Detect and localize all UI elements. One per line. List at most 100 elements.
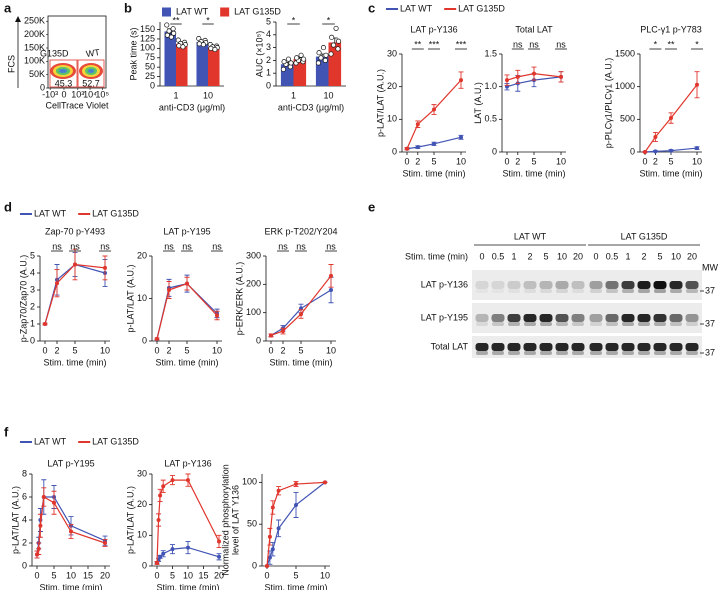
x-tick-label: 10: [320, 570, 330, 580]
x-tick-label: 0: [42, 345, 47, 355]
blot-band: [686, 351, 698, 355]
y-tick-label: 100K: [24, 56, 45, 66]
data-point: [156, 518, 161, 522]
data-point: [643, 150, 647, 154]
y-tick-label: 250K: [24, 16, 45, 26]
blot-band: [523, 343, 537, 351]
blot-band: [476, 322, 488, 326]
blot-band: [669, 314, 683, 322]
data-point: [316, 50, 322, 56]
significance-label: ns: [212, 241, 222, 251]
x-axis-label: Stim. time (min): [270, 357, 333, 367]
y-tick-label: 200: [246, 279, 261, 289]
x-tick-label: 0: [154, 345, 159, 355]
data-point: [294, 502, 298, 507]
x-tick-label: 0: [268, 345, 273, 355]
series-line: [270, 275, 332, 336]
data-point: [52, 500, 56, 505]
data-point: [217, 554, 221, 559]
data-point: [415, 145, 420, 150]
y-axis-label: p-LAT/LAT (A.U.): [10, 486, 20, 554]
blot-band: [653, 343, 667, 351]
data-point: [459, 135, 463, 140]
data-point: [43, 322, 47, 326]
data-point: [330, 42, 337, 48]
blot-band: [654, 322, 666, 326]
y-tick-label: 0: [266, 80, 271, 90]
x-tick-label: 10: [692, 156, 702, 166]
y-tick-label: 75: [145, 52, 155, 62]
significance-label: *: [327, 15, 331, 25]
x-tick-label: 20: [214, 570, 224, 580]
significance-label: ns: [513, 39, 523, 49]
data-point: [559, 74, 563, 79]
y-axis-label: p-LAT/LAT (A.U.): [125, 486, 135, 554]
blot-band: [572, 322, 584, 326]
density-contour: [59, 69, 67, 73]
x-tick-label: 10: [212, 345, 222, 355]
x-tick-label: 2: [166, 345, 171, 355]
data-point: [669, 148, 673, 153]
data-point: [161, 484, 166, 489]
blot-band: [475, 314, 489, 322]
blot-band: [556, 351, 568, 355]
data-point: [328, 51, 334, 57]
data-point: [515, 74, 520, 79]
x-axis-label: CellTrace Violet: [45, 100, 109, 110]
blot-band: [654, 351, 666, 355]
y-axis-label: p-LAT/LAT (A.U.): [375, 69, 385, 137]
data-point: [432, 141, 436, 146]
lane-label: 0: [479, 251, 484, 261]
x-tick-label: 2: [54, 345, 59, 355]
x-axis-label: anti-CD3 (μg/ml): [278, 102, 344, 112]
data-point: [167, 288, 171, 292]
lane-label: 20: [687, 251, 697, 261]
y-tick-label: 25: [145, 71, 155, 81]
y-axis-label: AUC (×10⁵): [254, 31, 264, 78]
x-axis-label: Stim. time (min): [157, 582, 220, 590]
blot-band: [606, 289, 618, 293]
data-point: [166, 28, 172, 34]
plot-frame: [47, 15, 107, 89]
blot-band: [524, 322, 536, 326]
significance-label: ***: [456, 39, 467, 49]
chart-title: PLC-γ1 p-Y783: [640, 24, 702, 34]
y-tick-label: 8: [22, 468, 27, 478]
series-line: [644, 84, 698, 153]
significance-label: **: [172, 15, 180, 25]
data-point: [103, 265, 107, 270]
data-point: [217, 539, 221, 544]
panel-label: c: [368, 0, 375, 15]
data-point: [335, 46, 341, 52]
data-point: [329, 34, 335, 40]
blot-band: [491, 343, 505, 351]
y-tick-label: 5: [266, 16, 271, 26]
gate-label: G135D: [40, 48, 69, 58]
blot-band: [507, 281, 521, 289]
x-tick-label: 1: [173, 90, 178, 100]
data-point: [336, 38, 342, 44]
x-tick-label: 0: [34, 570, 39, 580]
blot-band: [540, 289, 552, 293]
data-point: [265, 564, 269, 568]
significance-label: ns: [70, 241, 80, 251]
y-tick-label: 20: [137, 499, 147, 509]
blot-band: [622, 351, 634, 355]
data-point: [103, 541, 107, 545]
data-point: [329, 273, 333, 278]
significance-label: *: [654, 39, 658, 49]
blot-row-label: Total LAT: [431, 341, 469, 351]
series-line: [644, 147, 698, 153]
blot-band: [621, 314, 635, 322]
data-point: [276, 526, 281, 531]
data-point: [301, 56, 307, 62]
data-point: [323, 52, 329, 58]
significance-label: **: [667, 39, 675, 49]
bar: [164, 31, 176, 86]
blot-band: [508, 351, 520, 355]
y-axis-label: p-Zap70/Zap70 (A.U.): [18, 255, 28, 343]
x-tick-label: 2: [415, 156, 420, 166]
y-tick-label: 100: [242, 477, 257, 487]
data-point: [329, 288, 333, 292]
